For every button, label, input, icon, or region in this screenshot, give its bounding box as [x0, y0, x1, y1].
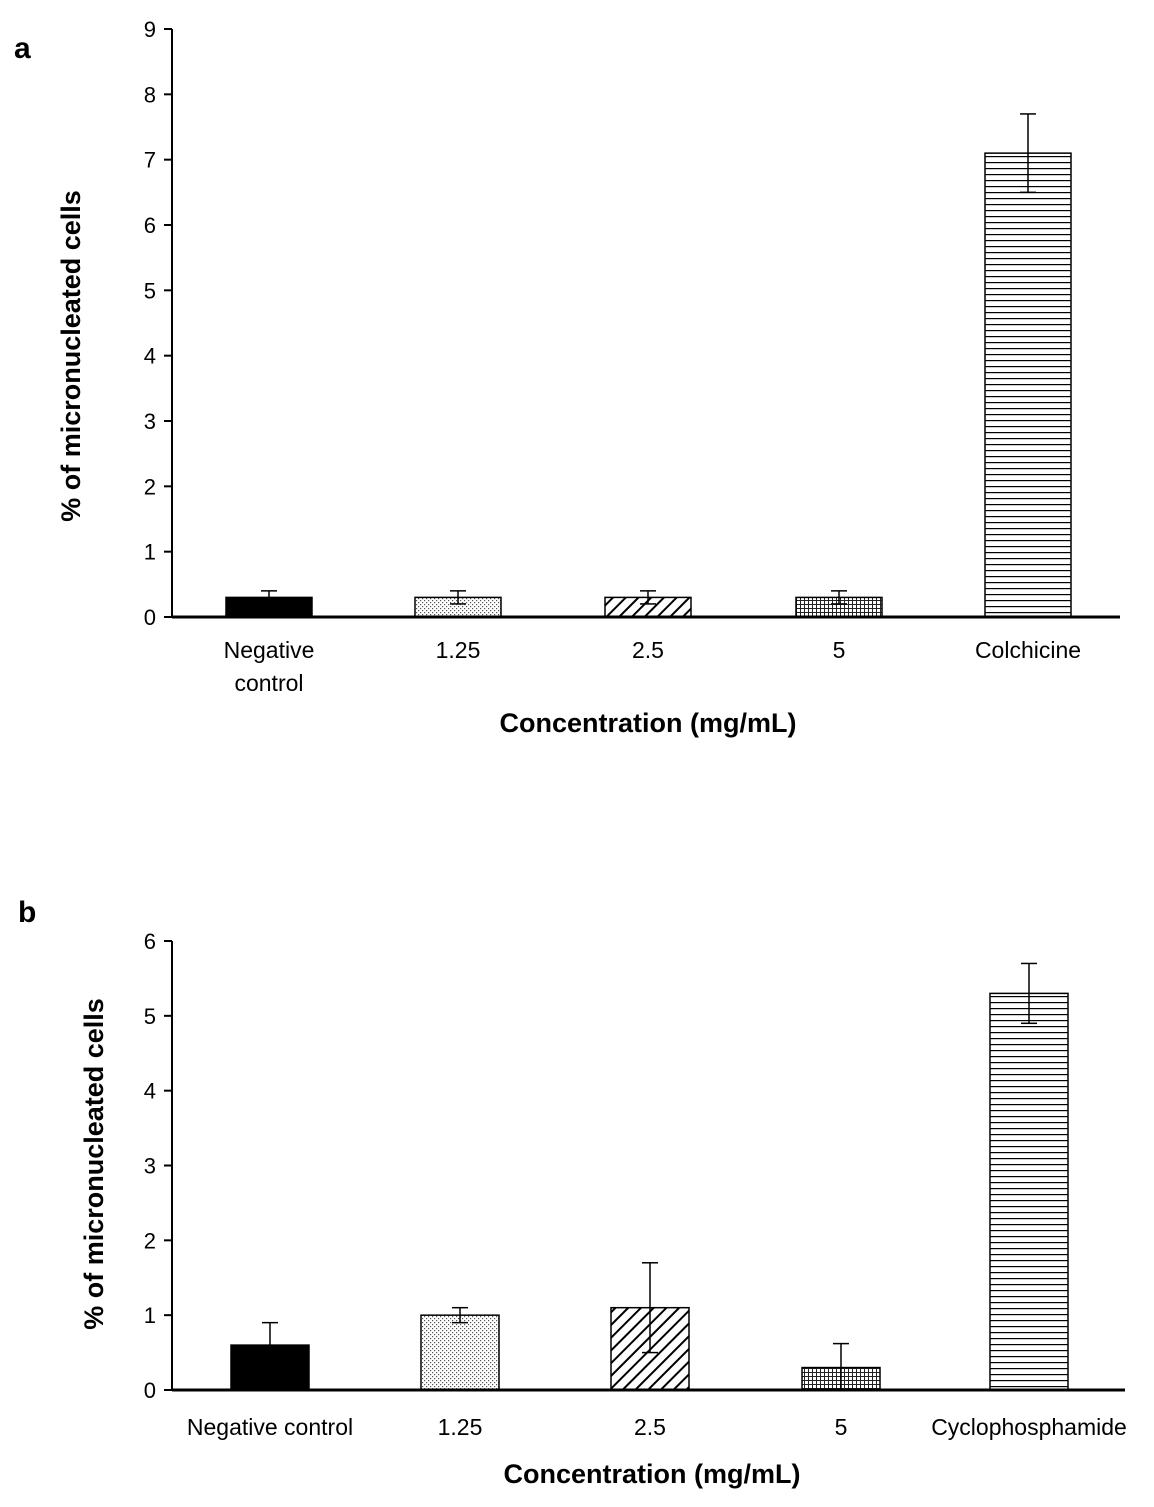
y-tick-label: 4 — [144, 1079, 156, 1104]
chart-panel-b: b 0 1 2 3 4 5 6 Negative control 1.25 2.5 5 Cyclop… — [18, 896, 1127, 1489]
category-label: Cyclophosphamide — [931, 1414, 1127, 1440]
error-bar — [450, 590, 466, 605]
category-label: 1.25 — [436, 637, 481, 663]
y-tick-label: 5 — [144, 278, 156, 303]
y-axis-title-b: % of micronucleated cells — [79, 998, 109, 1330]
y-axis-title-a: % of micronucleated cells — [56, 190, 86, 522]
panel-label-b: b — [18, 896, 36, 929]
y-tick-label: 2 — [144, 1228, 156, 1253]
y-tick-label: 3 — [144, 409, 156, 434]
error-bar — [642, 1262, 658, 1354]
y-tick-label: 3 — [144, 1154, 156, 1179]
error-bar — [261, 590, 277, 605]
error-bar — [1020, 113, 1036, 194]
error-bars-a — [261, 113, 1036, 605]
y-tick-label: 6 — [144, 213, 156, 238]
error-bars-b — [262, 962, 1037, 1391]
error-bar — [452, 1306, 468, 1324]
category-label: Negative control — [224, 637, 315, 696]
category-label: Colchicine — [975, 637, 1081, 663]
y-tick-label: 8 — [144, 82, 156, 107]
y-tick-label: 1 — [144, 540, 156, 565]
bar — [420, 1314, 500, 1391]
category-label: 5 — [835, 1414, 848, 1440]
y-tick-label: 6 — [144, 929, 156, 954]
category-label: 5 — [833, 637, 846, 663]
x-axis-labels-a: Negative control 1.25 2.5 5 Colchicine — [224, 637, 1081, 696]
y-tick-label: 0 — [144, 1378, 156, 1403]
x-axis-labels-b: Negative control 1.25 2.5 5 Cyclophosphamide — [187, 1414, 1127, 1440]
error-bar — [1021, 962, 1037, 1025]
y-tick-label: 1 — [144, 1303, 156, 1328]
bars-a — [225, 152, 1072, 618]
y-axis-ticks-a: 0 1 2 3 4 5 6 7 8 9 — [144, 17, 172, 630]
error-bar — [831, 590, 847, 605]
x-axis-title-b: Concentration (mg/mL) — [504, 1459, 801, 1489]
category-label: 1.25 — [438, 1414, 483, 1440]
error-bar — [262, 1321, 278, 1369]
bar — [984, 152, 1072, 618]
chart-panel-a: a 0 1 2 3 4 5 6 7 8 9 Negative control 1.25 2.5 5 Colc… — [14, 17, 1120, 738]
y-tick-label: 4 — [144, 344, 156, 369]
y-tick-label: 2 — [144, 474, 156, 499]
x-axis-title-a: Concentration (mg/mL) — [500, 708, 797, 738]
category-label: Negative control — [187, 1414, 353, 1440]
error-bar — [640, 590, 656, 605]
panel-label-a: a — [14, 32, 31, 65]
category-label: 2.5 — [634, 1414, 666, 1440]
y-tick-label: 9 — [144, 17, 156, 42]
y-tick-label: 5 — [144, 1004, 156, 1029]
bar — [989, 992, 1069, 1391]
y-tick-label: 0 — [144, 605, 156, 630]
category-label: 2.5 — [632, 637, 664, 663]
y-tick-label: 7 — [144, 148, 156, 173]
y-axis-ticks-b: 0 1 2 3 4 5 6 — [144, 929, 172, 1403]
